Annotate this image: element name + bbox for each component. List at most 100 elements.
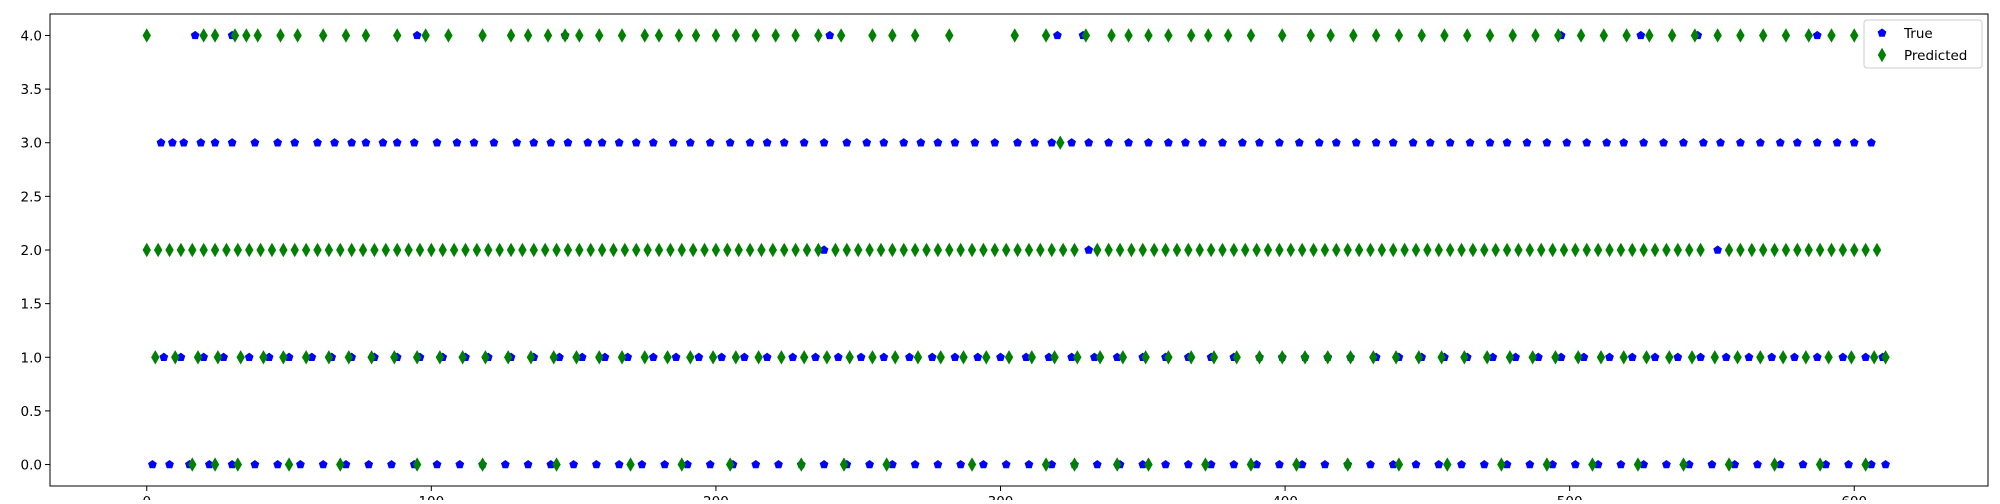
true-point <box>1721 352 1731 361</box>
x-tick-label: 600 <box>1841 494 1867 500</box>
true-point <box>1866 138 1876 147</box>
true-point <box>1679 138 1688 147</box>
predicted-point <box>1232 350 1241 365</box>
predicted-point <box>799 350 809 365</box>
predicted-point <box>1463 28 1472 43</box>
predicted-point <box>842 242 852 258</box>
true-point <box>523 459 533 469</box>
predicted-point <box>444 28 453 43</box>
predicted-point <box>1684 242 1694 258</box>
predicted-point <box>529 242 538 258</box>
true-point <box>1753 459 1762 469</box>
true-point <box>273 459 283 469</box>
predicted-point <box>575 242 584 258</box>
predicted-point <box>1642 350 1651 365</box>
predicted-point <box>438 242 447 258</box>
true-point <box>973 352 983 361</box>
predicted-point <box>609 242 618 258</box>
true-point <box>378 138 388 147</box>
predicted-point <box>1411 242 1421 258</box>
true-point <box>1502 138 1512 147</box>
predicted-point <box>711 28 721 43</box>
predicted-point <box>1201 457 1210 472</box>
predicted-point <box>165 242 174 258</box>
predicted-point <box>1209 350 1219 365</box>
true-point <box>825 30 835 40</box>
predicted-point <box>1690 28 1700 43</box>
true-point <box>1013 138 1022 147</box>
predicted-point <box>1252 242 1261 258</box>
predicted-point <box>1645 28 1654 43</box>
predicted-point <box>933 242 943 258</box>
true-point <box>1314 138 1324 147</box>
predicted-point <box>1278 350 1287 365</box>
predicted-point <box>1050 350 1059 365</box>
predicted-point <box>1286 242 1295 258</box>
predicted-point <box>1710 350 1720 365</box>
predicted-point <box>734 242 743 258</box>
predicted-point <box>771 28 780 43</box>
predicted-point <box>1149 242 1159 258</box>
predicted-point <box>1861 457 1870 472</box>
predicted-point <box>1781 28 1791 43</box>
true-point <box>1716 138 1725 147</box>
true-point <box>1812 138 1822 147</box>
predicted-point <box>1804 28 1813 43</box>
true-point <box>833 352 843 361</box>
predicted-point <box>421 28 430 43</box>
true-point <box>916 138 926 147</box>
predicted-point <box>711 242 721 258</box>
true-point <box>774 459 783 469</box>
predicted-point <box>1497 457 1506 472</box>
predicted-point <box>213 350 223 365</box>
true-point <box>933 138 943 147</box>
true-point <box>1849 138 1859 147</box>
predicted-point <box>617 350 627 365</box>
predicted-point <box>242 28 251 43</box>
predicted-point <box>822 350 832 365</box>
predicted-point <box>142 28 151 43</box>
predicted-point <box>1275 242 1284 258</box>
predicted-point <box>1095 350 1105 365</box>
true-point <box>1067 352 1077 361</box>
predicted-point <box>506 242 516 258</box>
y-tick-label: 0.5 <box>21 404 42 420</box>
predicted-point <box>654 242 664 258</box>
predicted-point <box>839 457 849 472</box>
true-point <box>307 352 317 361</box>
predicted-point <box>1801 350 1811 365</box>
predicted-point <box>1713 28 1722 43</box>
true-point <box>1144 138 1153 147</box>
predicted-point <box>1389 242 1398 258</box>
true-point <box>1104 138 1114 147</box>
true-point <box>1411 459 1421 469</box>
true-point <box>179 138 189 147</box>
predicted-point <box>1343 457 1352 472</box>
predicted-point <box>1255 350 1264 365</box>
predicted-point <box>1872 242 1882 258</box>
predicted-point <box>876 242 886 258</box>
predicted-point <box>1679 457 1688 472</box>
true-point <box>432 459 442 469</box>
true-point <box>1775 138 1785 147</box>
predicted-point <box>495 242 504 258</box>
predicted-point <box>1551 350 1560 365</box>
predicted-point <box>572 350 581 365</box>
predicted-point <box>293 28 302 43</box>
true-point <box>592 459 601 469</box>
true-point <box>788 352 798 361</box>
true-point <box>1255 138 1264 147</box>
predicted-point <box>1036 242 1045 258</box>
predicted-point <box>267 242 277 258</box>
predicted-point <box>1172 242 1182 258</box>
predicted-point <box>1861 242 1870 258</box>
true-point <box>156 138 166 147</box>
true-point <box>1388 459 1398 469</box>
predicted-point <box>392 242 402 258</box>
predicted-point <box>1141 350 1150 365</box>
predicted-point <box>1070 242 1079 258</box>
true-point <box>1445 138 1455 147</box>
true-point <box>1044 352 1054 361</box>
true-point <box>1457 459 1466 469</box>
predicted-point <box>1400 242 1409 258</box>
